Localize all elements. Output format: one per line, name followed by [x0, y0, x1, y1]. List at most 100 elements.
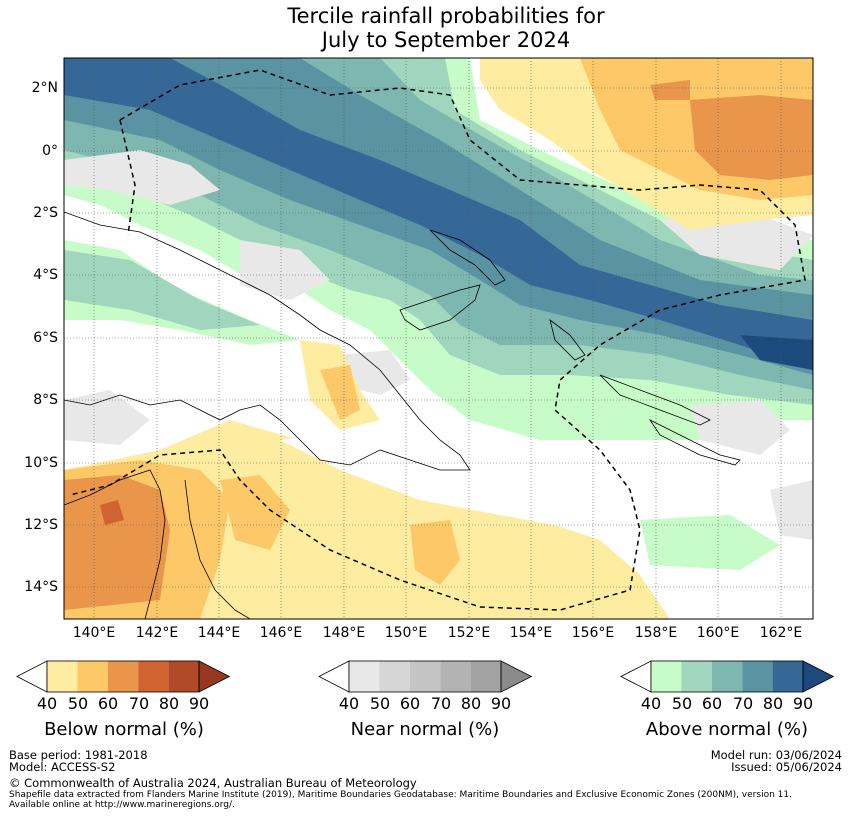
below-colorbar-frame — [46, 660, 200, 693]
below-tick-50: 50 — [67, 694, 89, 713]
lon-label-154e: 154°E — [509, 625, 553, 641]
above-tick-70: 70 — [732, 694, 754, 713]
below-normal-70-northeast — [690, 95, 813, 180]
near-normal-central-patch — [240, 240, 330, 300]
above-tick-40: 40 — [640, 694, 662, 713]
near-normal-southeast-patch — [690, 400, 790, 455]
model-name: Model: ACCESS-S2 — [9, 760, 116, 774]
queensland-coast — [184, 479, 251, 619]
lat-label-6s: 6°S — [33, 330, 58, 346]
near-tick-60: 60 — [399, 694, 421, 713]
lon-label-162e: 162°E — [759, 625, 803, 641]
lon-label-142e: 142°E — [135, 625, 179, 641]
above-tick-60: 60 — [701, 694, 723, 713]
model-run-date: Model run: 03/06/2024 — [710, 748, 842, 762]
map-gridlines — [64, 58, 813, 619]
issued-date: Issued: 05/06/2024 — [731, 760, 842, 774]
below-colorbar-low-arrow — [16, 660, 48, 693]
lat-label-4s: 4°S — [33, 267, 58, 283]
new-britain-coast — [399, 284, 481, 331]
lon-label-158e: 158°E — [634, 625, 678, 641]
below-tick-80: 80 — [158, 694, 180, 713]
below-tick-60: 60 — [97, 694, 119, 713]
near-colorbar-low-arrow — [318, 660, 350, 693]
near-normal-south-patch — [340, 350, 410, 395]
near-colorbar-swatch-1 — [349, 661, 380, 692]
lon-label-146e: 146°E — [259, 625, 303, 641]
copyright-notice: © Commonwealth of Australia 2024, Austra… — [9, 776, 417, 790]
near-colorbar-high-arrow — [500, 660, 533, 693]
above-normal-90-core — [740, 335, 813, 370]
shapefile-credit-line-2: Available online at http://www.marinereg… — [9, 800, 235, 810]
below-tick-90: 90 — [188, 694, 210, 713]
above-colorbar-swatch-5 — [772, 661, 803, 692]
white-region-south — [280, 420, 620, 530]
near-normal-west-patch — [64, 150, 220, 205]
lon-label-160e: 160°E — [696, 625, 740, 641]
west-eez-boundary — [119, 119, 136, 236]
above-colorbar-swatch-4 — [742, 661, 773, 692]
above-tick-50: 50 — [671, 694, 693, 713]
below-normal-60-south-central — [410, 520, 460, 585]
lat-label-2n: 2°N — [31, 80, 58, 96]
lon-label-144e: 144°E — [197, 625, 241, 641]
below-normal-80-spot — [100, 500, 124, 525]
below-colorbar-swatch-1 — [47, 661, 78, 692]
eez-boundaries — [69, 69, 806, 611]
probability-map — [63, 57, 814, 620]
near-normal-colorbar — [318, 660, 533, 693]
above-normal-southeast-patch — [640, 515, 780, 570]
solomon-islands-coast-2 — [648, 418, 741, 466]
below-normal-60-png — [320, 365, 360, 420]
lat-label-12s: 12°S — [24, 517, 58, 533]
near-colorbar-title: Near normal (%) — [350, 719, 500, 740]
near-colorbar-frame — [348, 660, 502, 693]
shapefile-credit-line-1: Shapefile data extracted from Flanders M… — [9, 790, 792, 800]
lon-label-140e: 140°E — [72, 625, 116, 641]
above-colorbar-low-arrow — [620, 660, 652, 693]
above-colorbar-swatch-2 — [681, 661, 712, 692]
below-colorbar-high-arrow — [198, 660, 231, 693]
above-normal-90-region — [64, 58, 813, 370]
above-normal-60-west — [64, 250, 260, 330]
below-normal-60-central — [220, 475, 290, 550]
cape-york-coast — [64, 469, 166, 619]
lon-label-152e: 152°E — [447, 625, 491, 641]
above-tick-80: 80 — [762, 694, 784, 713]
below-colorbar-swatch-4 — [138, 661, 169, 692]
near-tick-40: 40 — [338, 694, 360, 713]
below-colorbar-title: Below normal (%) — [44, 719, 204, 740]
new-ireland-coast — [429, 229, 506, 286]
below-normal-70-south — [64, 475, 170, 610]
map-title: Tercile rainfall probabilities for July … — [0, 4, 850, 52]
above-colorbar-title: Above normal (%) — [645, 719, 809, 740]
solomon-islands-coast — [599, 374, 711, 426]
near-colorbar-swatch-3 — [409, 661, 441, 692]
title-line-1: Tercile rainfall probabilities for — [287, 4, 605, 28]
below-normal-70-northeast-small — [650, 80, 690, 100]
title-line-2: July to September 2024 — [321, 28, 571, 52]
lon-label-148e: 148°E — [322, 625, 366, 641]
map-frame — [63, 57, 814, 620]
below-colorbar-swatch-2 — [77, 661, 108, 692]
below-normal-colorbar — [16, 660, 231, 693]
near-tick-80: 80 — [460, 694, 482, 713]
new-guinea-coast — [64, 211, 471, 471]
above-colorbar-high-arrow — [802, 660, 835, 693]
bougainville-coast — [549, 319, 586, 361]
lon-label-150e: 150°E — [384, 625, 428, 641]
near-tick-90: 90 — [490, 694, 512, 713]
lat-label-2s: 2°S — [33, 205, 58, 221]
above-colorbar-frame — [650, 660, 804, 693]
lat-label-0: 0° — [42, 143, 58, 159]
lat-label-8s: 8°S — [33, 392, 58, 408]
below-colorbar-swatch-5 — [168, 661, 199, 692]
near-colorbar-swatch-5 — [470, 661, 501, 692]
near-colorbar-swatch-4 — [440, 661, 471, 692]
near-colorbar-swatch-2 — [379, 661, 410, 692]
coastlines — [64, 211, 741, 619]
above-colorbar-swatch-1 — [651, 661, 682, 692]
above-tick-90: 90 — [792, 694, 814, 713]
lon-label-156e: 156°E — [571, 625, 615, 641]
above-colorbar-swatch-3 — [711, 661, 743, 692]
